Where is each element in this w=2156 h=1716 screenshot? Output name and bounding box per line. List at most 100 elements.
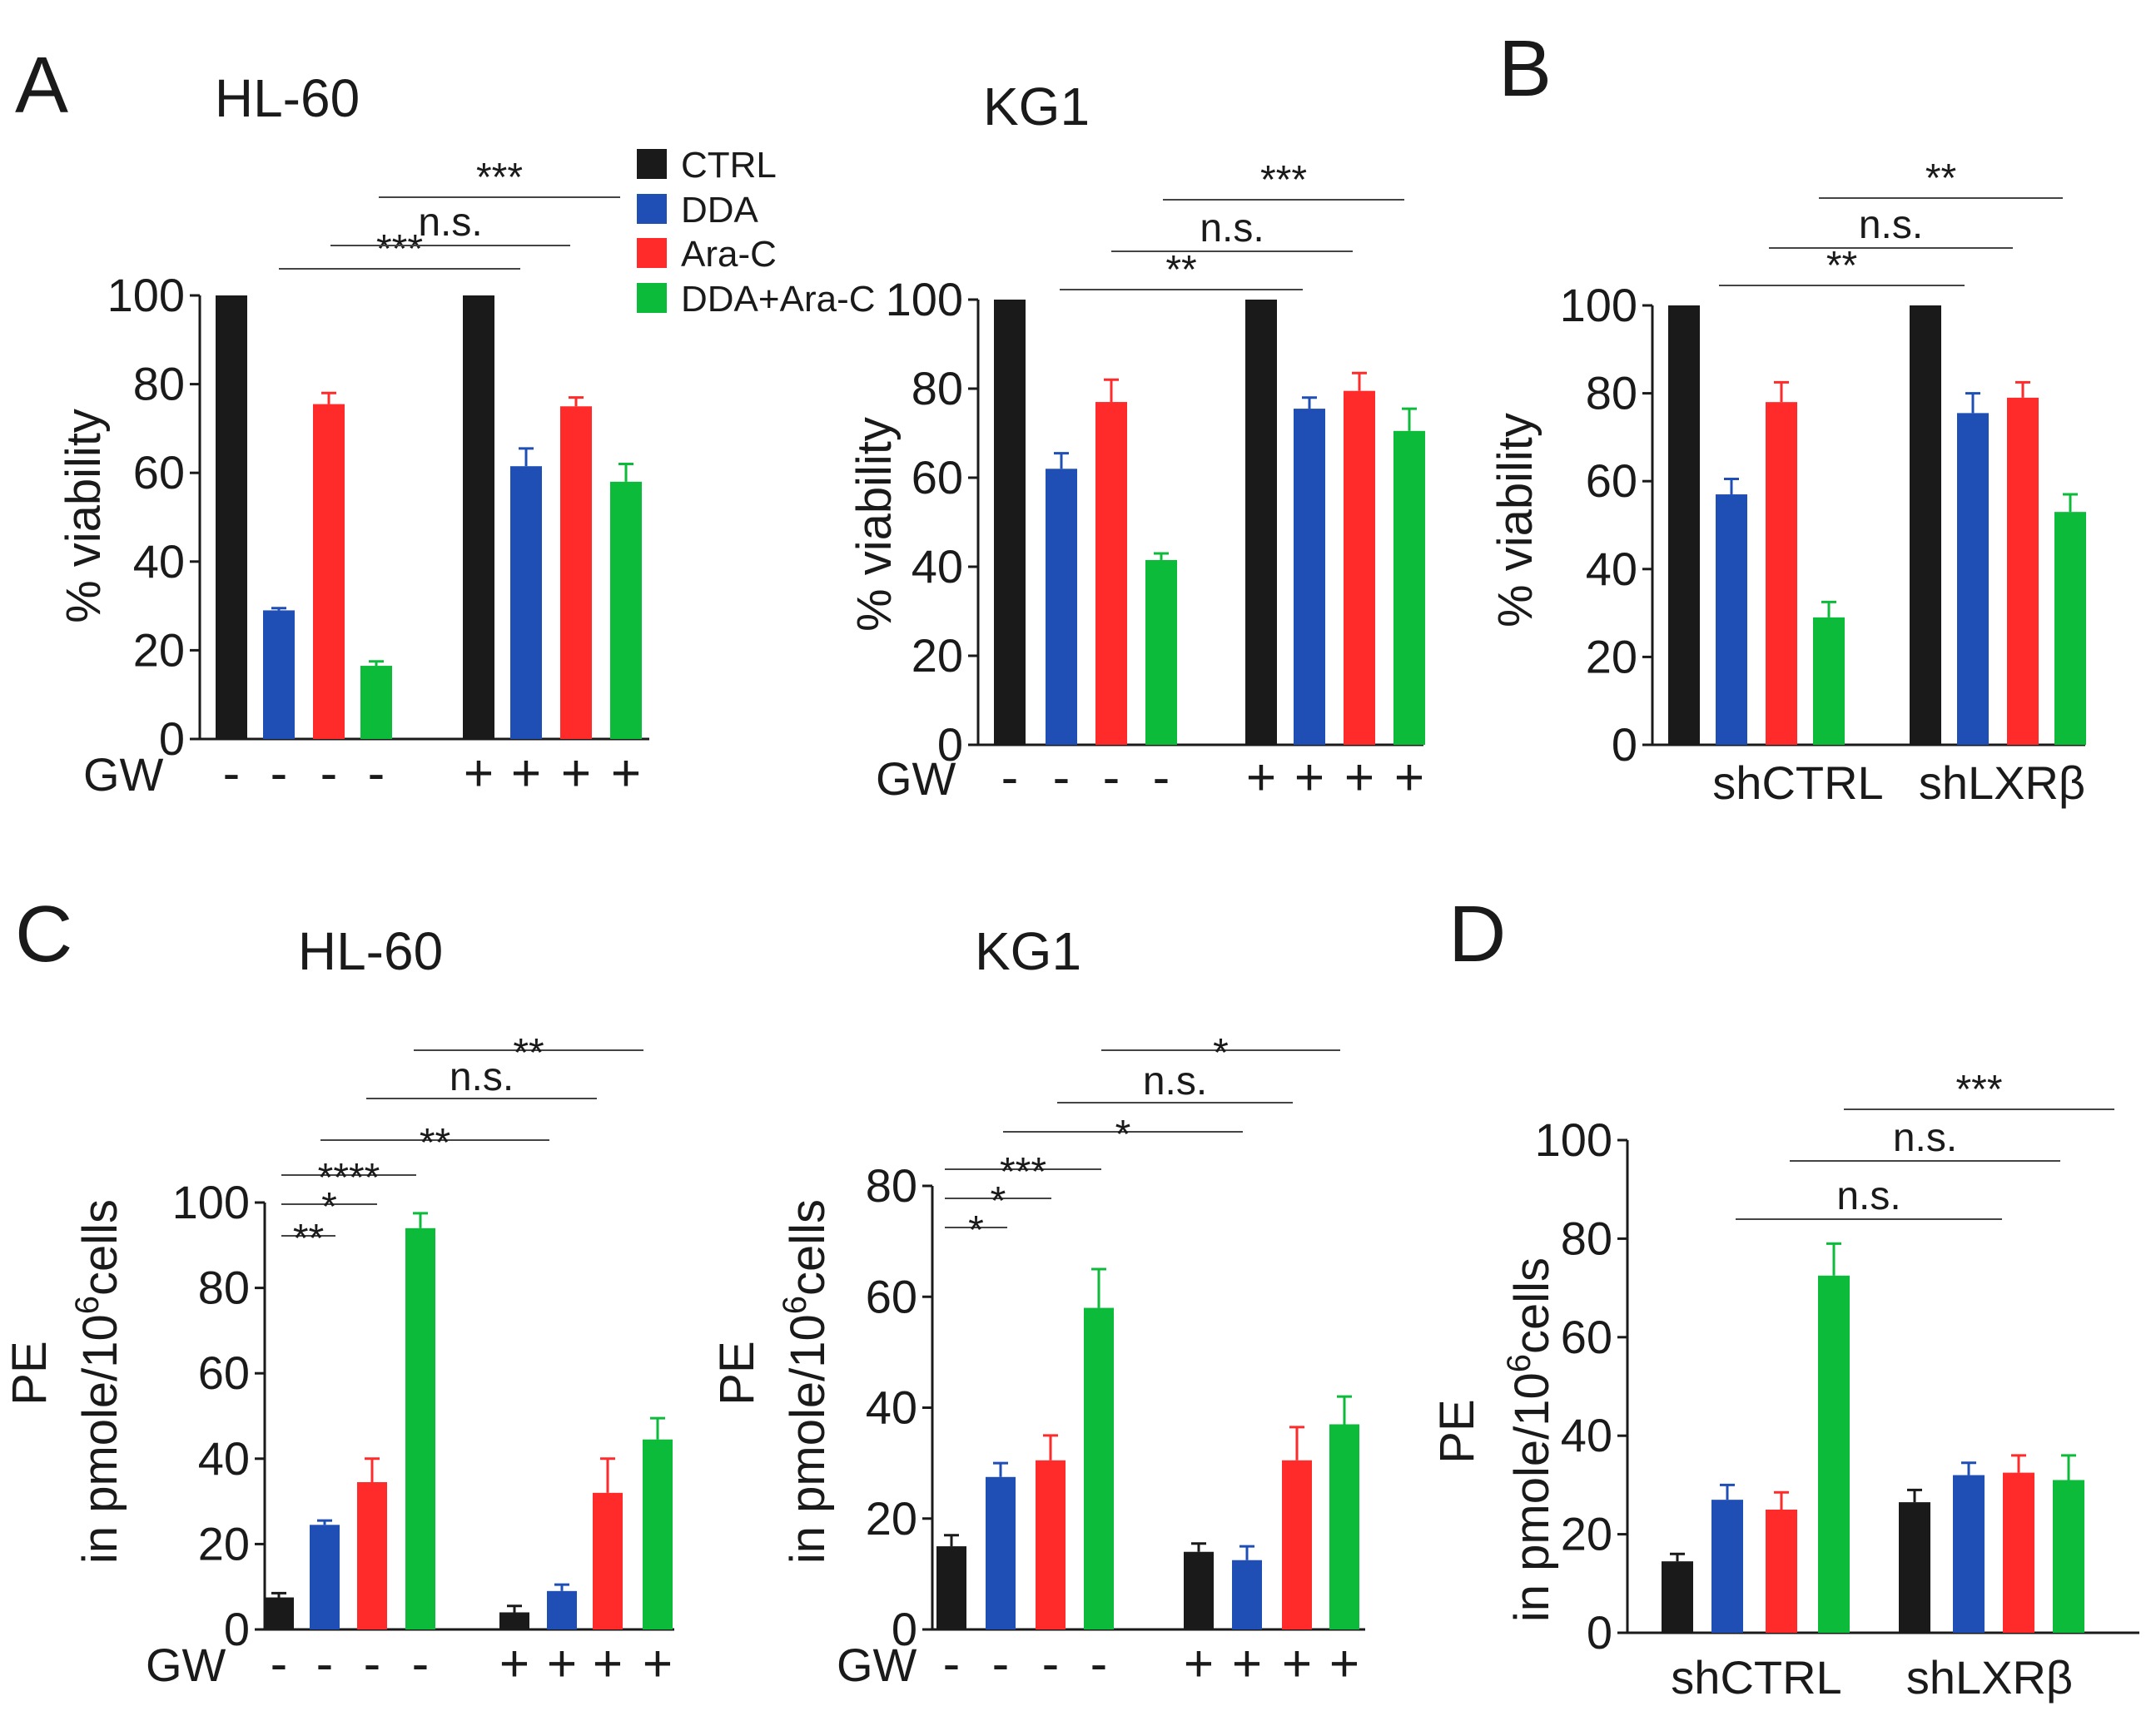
y-axis-label-pe: PE [710,1341,764,1405]
x-sign-label: - [1042,1635,1060,1693]
y-tick-label: 80 [1561,1212,1612,1264]
y-axis-label-units-tail: cells [73,1199,127,1296]
significance-ns-label: n.s. [1836,1174,1900,1218]
legend-swatch [637,238,667,268]
bar-ara-c [593,1492,623,1629]
bar-ara-c [2003,1472,2034,1633]
bar-dda [1716,494,1747,745]
y-tick-label: 100 [107,269,185,321]
y-tick-label: 20 [133,623,185,676]
significance-ns-label: n.s. [450,1055,514,1099]
bar-dda [1711,1500,1743,1633]
bar-ctrl [499,1612,529,1629]
y-axis-label-pe: PE [1430,1399,1484,1463]
y-tick-label: 60 [133,446,185,498]
panel-letter: D [1448,890,1506,979]
significance-star-label: ** [420,1121,450,1165]
bar-dda [1046,469,1077,745]
y-tick-label: 80 [1586,367,1637,419]
significance-star-label: ** [1826,244,1857,288]
significance-ns-label: n.s. [418,201,482,245]
bar-dda-ara-c [1084,1307,1114,1629]
y-axis-label: % viability [847,417,902,632]
y-axis-label-superscript: 6 [777,1296,813,1314]
y-axis-label-units-tail: cells [1505,1257,1559,1354]
significance-star-label: ** [1925,156,1956,201]
bar-ara-c [1766,1510,1797,1633]
legend-label: DDA [681,190,759,231]
bar-dda [1294,409,1325,745]
significance-ns-label: n.s. [1893,1116,1957,1160]
bar-dda-ara-c [2053,1480,2084,1633]
bar-ctrl [1245,300,1277,745]
bar-ara-c [1766,402,1797,745]
y-tick-label: 40 [198,1432,250,1485]
bar-ctrl [1662,1561,1693,1633]
chart-title: KG1 [975,921,1081,981]
bar-ctrl [216,295,247,739]
x-sign-label: + [1394,749,1424,806]
y-axis-label-units-text: in pmole/10 [781,1314,835,1564]
y-tick-label: 40 [1586,543,1637,595]
bar-dda [547,1590,577,1629]
x-sign-label: - [1153,749,1170,806]
bar-ara-c [357,1482,387,1629]
significance-ns-label: n.s. [1143,1059,1207,1103]
y-tick-label: 0 [1587,1606,1612,1659]
bar-dda-ara-c [1145,559,1177,745]
legend-label: Ara-C [681,234,777,275]
y-tick-label: 60 [1561,1311,1612,1363]
x-sign-label: - [1001,749,1019,806]
y-axis-label-units: in pmole/106cells [777,1199,835,1564]
x-group-label: shCTRL [1671,1651,1841,1704]
bar-ara-c [560,406,592,739]
bar-dda [1957,413,1989,745]
x-sign-label: - [992,1635,1010,1693]
x-sign-label: + [511,745,541,802]
x-sign-label: + [1246,749,1276,806]
y-tick-label: 80 [912,362,963,414]
y-axis-label: % viability [1488,413,1542,627]
x-label-gw: GW [146,1639,226,1691]
bar-ara-c [1095,402,1127,745]
y-axis-label-pe: PE [2,1341,57,1405]
significance-star-label: ** [293,1217,324,1261]
x-sign-label: - [1053,749,1071,806]
y-tick-label: 20 [1561,1508,1612,1560]
x-sign-label: + [593,1635,623,1693]
bar-dda-ara-c [643,1439,673,1629]
bar-ara-c [1036,1460,1066,1629]
x-sign-label: + [643,1635,673,1693]
legend-swatch [637,283,667,313]
significance-star-label: *** [1000,1150,1046,1194]
y-tick-label: 40 [866,1381,917,1434]
significance-ns-label: n.s. [1859,203,1923,247]
x-sign-label: - [223,745,241,802]
panel-letter: B [1498,24,1552,113]
x-sign-label: - [1090,1635,1108,1693]
significance-star-label: * [968,1208,984,1252]
chart-title: HL-60 [215,68,360,128]
bar-ctrl [1899,1502,1930,1633]
x-label-gw: GW [83,748,164,801]
bar-ara-c [1282,1460,1312,1629]
x-group-label: shLXRβ [1906,1651,2073,1704]
panel-letter: C [15,890,72,979]
significance-star-label: * [991,1179,1006,1223]
y-tick-label: 60 [1586,454,1637,507]
x-label-gw: GW [876,752,956,805]
bar-dda [986,1476,1016,1629]
y-tick-label: 80 [133,358,185,410]
y-axis-label-units-text: in pmole/10 [1505,1372,1559,1622]
bar-ctrl [936,1546,966,1629]
bar-dda [1232,1560,1262,1629]
y-tick-label: 20 [912,629,963,682]
legend-label: DDA+Ara-C [681,279,876,320]
chart-panel-b: B 0 20 40 60 80 100 % viability shCTRL shLXRβ **n.… [1488,24,2086,809]
y-tick-label: 80 [198,1262,250,1314]
